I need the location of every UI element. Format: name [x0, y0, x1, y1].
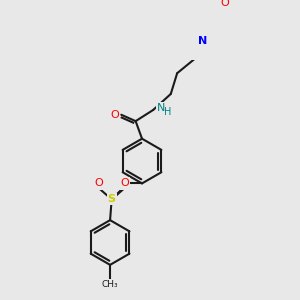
Text: O: O — [221, 0, 230, 8]
Text: S: S — [108, 194, 116, 204]
Text: N: N — [198, 36, 207, 46]
Text: CH₃: CH₃ — [102, 280, 118, 289]
Text: N: N — [157, 103, 165, 113]
Text: H: H — [164, 106, 171, 116]
Text: O: O — [120, 178, 129, 188]
Text: O: O — [94, 178, 103, 188]
Text: O: O — [110, 110, 119, 120]
